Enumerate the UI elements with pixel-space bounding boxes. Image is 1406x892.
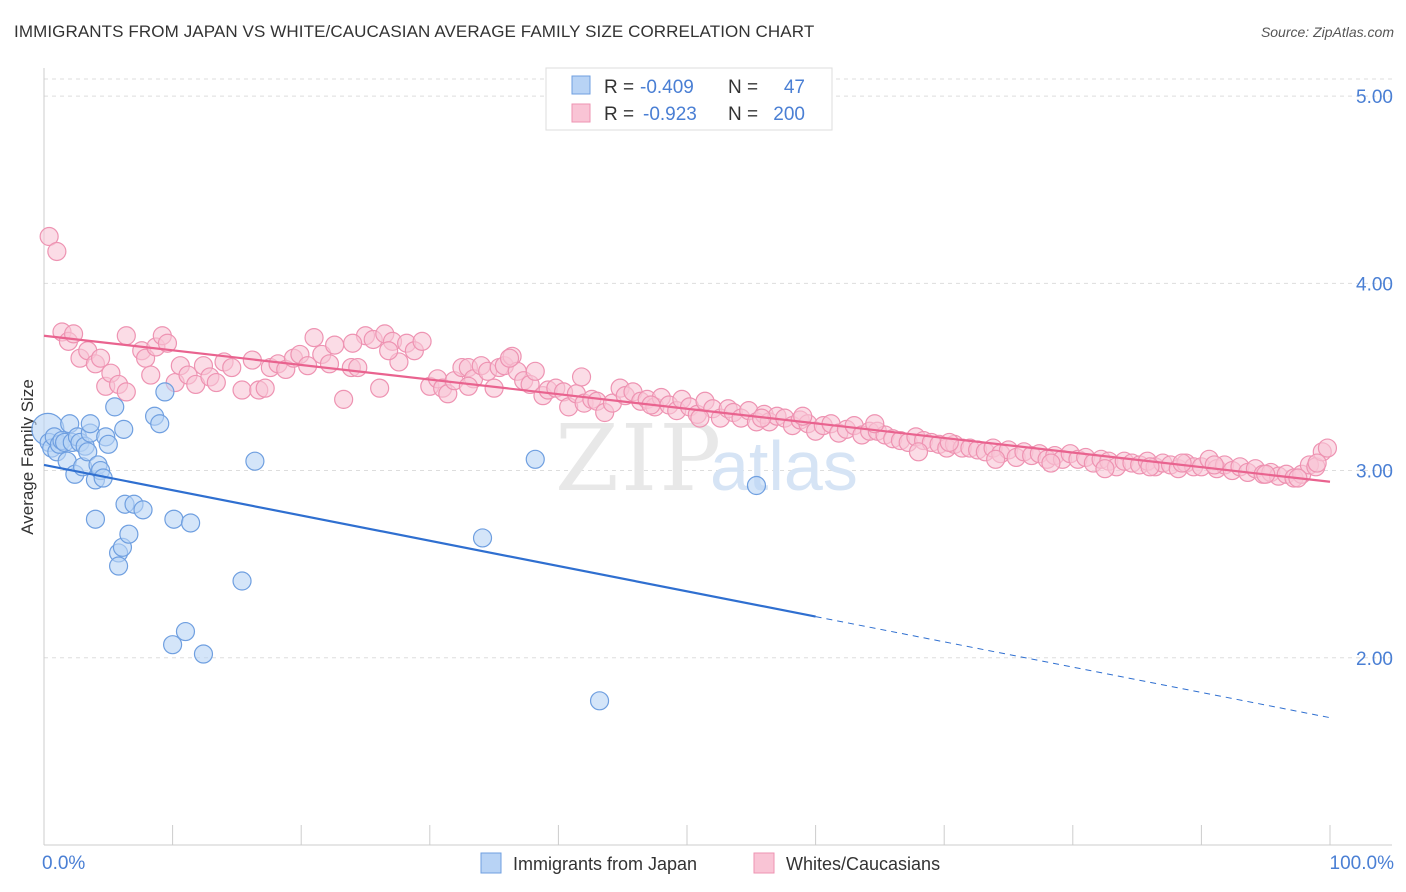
- point-japan-34: [133, 500, 153, 520]
- point-whites-179: [908, 442, 929, 462]
- point-japan-46: [525, 449, 545, 469]
- chart-title: IMMIGRANTS FROM JAPAN VS WHITE/CAUCASIAN…: [14, 22, 815, 41]
- point-japan-41: [181, 513, 201, 533]
- point-whites-196: [1204, 455, 1224, 475]
- x-tick-label-0: 0.0%: [42, 853, 85, 874]
- legend-r-value-japan: -0.409: [640, 77, 694, 98]
- point-japan-25: [98, 434, 118, 454]
- point-whites-29: [232, 380, 252, 400]
- point-whites-193: [1095, 459, 1115, 479]
- trend-line-japan: [43, 463, 816, 618]
- point-japan-38: [163, 635, 183, 655]
- y-tick-label-2: 4.00: [1356, 274, 1393, 295]
- point-whites-72: [525, 361, 545, 381]
- bottom-legend-swatch-whites: [753, 852, 775, 874]
- legend-swatch-japan: [571, 75, 591, 95]
- point-whites-191: [986, 449, 1006, 469]
- point-whites-43: [334, 389, 354, 409]
- point-whites-199: [1307, 453, 1327, 473]
- point-whites-48: [370, 378, 390, 398]
- point-japan-42: [193, 644, 214, 664]
- point-whites-42: [325, 335, 345, 355]
- legend-n-label-whites: N =: [728, 104, 758, 125]
- point-japan-43: [232, 571, 252, 591]
- x-tick-label-100: 100.0%: [1330, 853, 1395, 874]
- y-tick-label-1: 3.00: [1356, 462, 1393, 483]
- y-tick-labels: 2.00 3.00 4.00 5.00: [1356, 87, 1393, 670]
- point-whites-195: [1172, 453, 1192, 473]
- series-whites-caucasians: [39, 226, 1338, 488]
- legend-r-label-japan: R =: [604, 77, 634, 98]
- point-whites-183: [499, 348, 520, 368]
- point-whites-8: [90, 348, 111, 368]
- bottom-legend-label-japan: Immigrants from Japan: [513, 854, 697, 874]
- point-japan-32: [119, 524, 139, 544]
- y-tick-label-0: 2.00: [1356, 649, 1393, 670]
- point-japan-47: [589, 691, 610, 711]
- point-whites-41: [319, 354, 340, 374]
- point-whites-1: [47, 241, 67, 262]
- point-japan-39: [164, 509, 184, 529]
- trend-line-whites: [43, 334, 1331, 483]
- legend-r-value-whites: -0.923: [643, 104, 697, 125]
- point-japan-45: [472, 528, 493, 548]
- point-japan-20: [85, 509, 106, 529]
- legend-n-label-japan: N =: [728, 77, 758, 98]
- point-whites-12: [116, 382, 136, 402]
- point-japan-44: [245, 451, 265, 471]
- series-legend: Immigrants from Japan Whites/Caucasians: [480, 852, 940, 874]
- point-japan-40: [175, 621, 196, 642]
- point-whites-192: [1041, 453, 1061, 473]
- y-axis-title: Average Family Size: [18, 379, 37, 535]
- legend-r-label-whites: R =: [604, 104, 634, 125]
- point-whites-39: [304, 328, 324, 348]
- gridlines: [44, 78, 1392, 659]
- point-whites-26: [206, 372, 226, 393]
- legend-swatch-whites: [571, 103, 591, 123]
- x-axis-ticks: [43, 825, 1331, 845]
- legend-n-value-whites: 200: [773, 104, 805, 125]
- correlation-legend: R = -0.409 N = 47 R = -0.923 N = 200: [545, 67, 833, 131]
- point-whites-0: [39, 226, 59, 247]
- point-japan-16: [78, 442, 98, 462]
- point-japan-36: [150, 414, 170, 434]
- point-whites-184: [571, 367, 592, 387]
- point-whites-178: [1317, 438, 1338, 458]
- point-whites-190: [939, 432, 959, 453]
- point-whites-54: [412, 331, 432, 351]
- point-whites-28: [222, 357, 242, 378]
- point-japan-30: [114, 419, 134, 439]
- source-credit: Source: ZipAtlas.com: [1260, 24, 1394, 40]
- legend-box: [545, 67, 833, 131]
- point-whites-16: [141, 365, 161, 385]
- series-immigrants-from-japan: [31, 382, 767, 711]
- point-japan-48: [746, 475, 767, 496]
- point-whites-13: [116, 326, 136, 346]
- point-whites-32: [255, 378, 275, 398]
- point-japan-18: [80, 414, 100, 434]
- trend-line-japan-extrapolated: [815, 616, 1331, 719]
- point-japan-37: [155, 382, 175, 402]
- point-whites-19: [157, 333, 178, 353]
- point-japan-26: [105, 397, 125, 417]
- point-whites-45: [348, 357, 368, 378]
- bottom-legend-label-whites: Whites/Caucasians: [786, 854, 940, 874]
- point-whites-182: [458, 376, 478, 396]
- bottom-legend-swatch-japan: [480, 852, 502, 874]
- point-japan-28: [108, 556, 129, 576]
- point-whites-181: [379, 341, 399, 361]
- legend-n-value-japan: 47: [784, 77, 805, 98]
- point-whites-180: [343, 333, 363, 353]
- point-whites-189: [865, 414, 885, 434]
- y-tick-label-3: 5.00: [1356, 87, 1393, 108]
- trend-lines: [43, 334, 1331, 719]
